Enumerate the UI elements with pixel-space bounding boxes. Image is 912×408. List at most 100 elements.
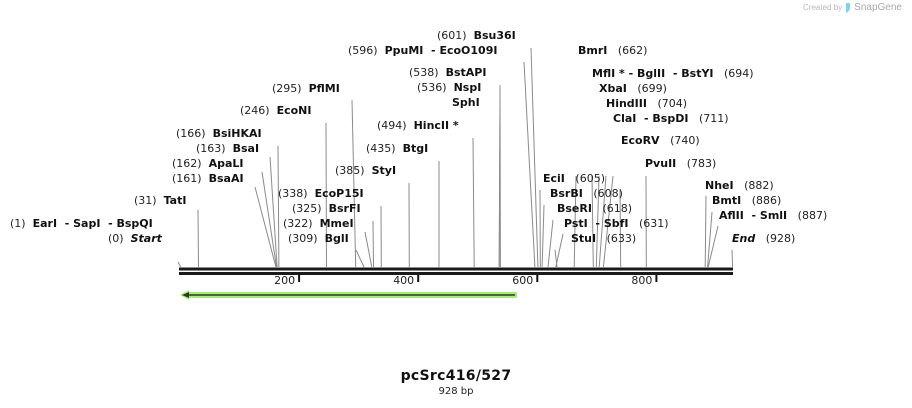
- enzyme-name: StuI: [571, 232, 597, 245]
- restriction-site-label[interactable]: PvuII (783): [645, 157, 716, 170]
- restriction-site-label[interactable]: NheI (882): [705, 179, 774, 192]
- enzyme-name: HincII *: [413, 119, 459, 132]
- scale-tick-label: 800: [631, 274, 653, 287]
- site-position: (322): [283, 217, 313, 230]
- restriction-site-label[interactable]: XbaI (699): [599, 82, 667, 95]
- restriction-site-label[interactable]: StuI (633): [571, 232, 636, 245]
- site-position: (608): [593, 187, 623, 200]
- enzyme-name: TatI: [163, 194, 187, 207]
- cut-line: [523, 61, 536, 268]
- restriction-site-label[interactable]: ClaI - BspDI (711): [613, 112, 729, 125]
- cut-line: [372, 220, 374, 268]
- restriction-site-label[interactable]: (166) BsiHKAI: [176, 127, 262, 140]
- scale-tick-label: 600: [512, 274, 534, 287]
- restriction-site-label[interactable]: PstI - SbfI (631): [564, 217, 669, 230]
- site-position: (887): [797, 209, 828, 222]
- site-position: (163): [196, 142, 226, 155]
- cut-line: [261, 171, 277, 268]
- restriction-site-label[interactable]: (596) PpuMI - EcoO109I: [348, 44, 497, 57]
- restriction-site-label[interactable]: (31) TatI: [134, 194, 186, 207]
- snapgene-logo-icon: [846, 2, 851, 13]
- enzyme-name: PstI - SbfI: [564, 217, 629, 230]
- restriction-site-label[interactable]: MflI * - BglII - BstYI (694): [592, 67, 754, 80]
- scale-tick-label: 200: [274, 274, 296, 287]
- restriction-site-label[interactable]: BmrI (662): [578, 44, 647, 57]
- cut-line: [254, 186, 277, 268]
- cut-line: [355, 249, 365, 268]
- restriction-site-label[interactable]: (435) BtgI: [366, 142, 428, 155]
- enzyme-name: BsiHKAI: [212, 127, 262, 140]
- restriction-site-label[interactable]: (295) PflMI: [272, 82, 340, 95]
- cut-line: [530, 47, 539, 268]
- restriction-site-label[interactable]: (309) BglI: [288, 232, 349, 245]
- enzyme-name: Start: [130, 232, 162, 245]
- site-position: (596): [348, 44, 378, 57]
- restriction-site-label[interactable]: BmtI (886): [712, 194, 781, 207]
- enzyme-name: End: [732, 232, 756, 245]
- restriction-site-label[interactable]: BsrBI (608): [550, 187, 623, 200]
- site-position: (325): [292, 202, 322, 215]
- restriction-site-label[interactable]: EcoRV (740): [621, 134, 700, 147]
- feature-arrow[interactable]: [180, 290, 517, 300]
- restriction-site-label[interactable]: (246) EcoNI: [240, 104, 311, 117]
- credit-prefix: Created by: [803, 3, 843, 12]
- restriction-site-label[interactable]: (0) Start: [108, 232, 162, 245]
- enzyme-name: BmrI: [578, 44, 608, 57]
- restriction-site-label[interactable]: SphI: [452, 96, 480, 109]
- site-position: (601): [437, 29, 467, 42]
- restriction-site-label[interactable]: (536) NspI: [417, 81, 481, 94]
- restriction-site-label[interactable]: (322) MmeI: [283, 217, 354, 230]
- enzyme-name: EcoNI: [276, 104, 312, 117]
- site-position: (246): [240, 104, 270, 117]
- restriction-site-label[interactable]: EciI (605): [543, 172, 605, 185]
- restriction-site-label[interactable]: BseRI (618): [557, 202, 632, 215]
- site-position: (694): [724, 67, 754, 80]
- cut-line: [197, 209, 199, 268]
- cut-line: [573, 175, 577, 268]
- enzyme-name: BmtI: [712, 194, 742, 207]
- restriction-site-label[interactable]: AflII - SmlI (887): [719, 209, 827, 222]
- restriction-site-label[interactable]: (338) EcoP15I: [278, 187, 364, 200]
- cut-line: [731, 249, 734, 268]
- scale-ticks: [298, 275, 658, 282]
- restriction-site-label[interactable]: (538) BstAPI: [409, 66, 486, 79]
- snapgene-credit: Created by SnapGene: [803, 2, 902, 13]
- enzyme-name: BsaI: [232, 142, 260, 155]
- restriction-site-label[interactable]: (162) ApaLI: [172, 157, 244, 170]
- site-position: (699): [637, 82, 667, 95]
- restriction-site-label[interactable]: (601) Bsu36I: [437, 29, 516, 42]
- cut-line: [269, 156, 278, 268]
- restriction-site-label[interactable]: End (928): [732, 232, 795, 245]
- site-position: (385): [335, 164, 365, 177]
- restriction-site-label[interactable]: (163) BsaI: [196, 142, 259, 155]
- restriction-site-label[interactable]: HindIII (704): [606, 97, 687, 110]
- cut-line: [555, 233, 564, 268]
- site-position: (295): [272, 82, 302, 95]
- sequence-length: 928 bp: [438, 386, 474, 397]
- site-position: (309): [288, 232, 318, 245]
- site-position: (494): [377, 119, 407, 132]
- enzyme-name: BseRI: [557, 202, 592, 215]
- enzyme-name: ApaLI: [208, 157, 244, 170]
- restriction-site-label[interactable]: (325) BsrFI: [292, 202, 361, 215]
- enzyme-name: NheI: [705, 179, 734, 192]
- enzyme-name: BglI: [324, 232, 349, 245]
- enzyme-name: EciI: [543, 172, 565, 185]
- site-position: (928): [765, 232, 796, 245]
- enzyme-name: Bsu36I: [473, 29, 516, 42]
- site-position: (618): [602, 202, 633, 215]
- site-position: (882): [744, 179, 774, 192]
- enzyme-name: SphI: [452, 96, 480, 109]
- enzyme-name: EcoP15I: [314, 187, 364, 200]
- sequence-name: pcSrc416/527: [400, 368, 512, 384]
- restriction-site-label[interactable]: (161) BsaAI: [172, 172, 244, 185]
- restriction-site-label[interactable]: (1) EarI - SapI - BspQI: [10, 217, 153, 230]
- scale-tick: [298, 275, 301, 282]
- site-position: (783): [686, 157, 717, 170]
- restriction-site-label[interactable]: (494) HincII *: [377, 119, 459, 132]
- site-position: (0): [108, 232, 124, 245]
- cut-line: [707, 225, 719, 268]
- restriction-site-label[interactable]: (385) StyI: [335, 164, 396, 177]
- site-position: (1): [10, 217, 26, 230]
